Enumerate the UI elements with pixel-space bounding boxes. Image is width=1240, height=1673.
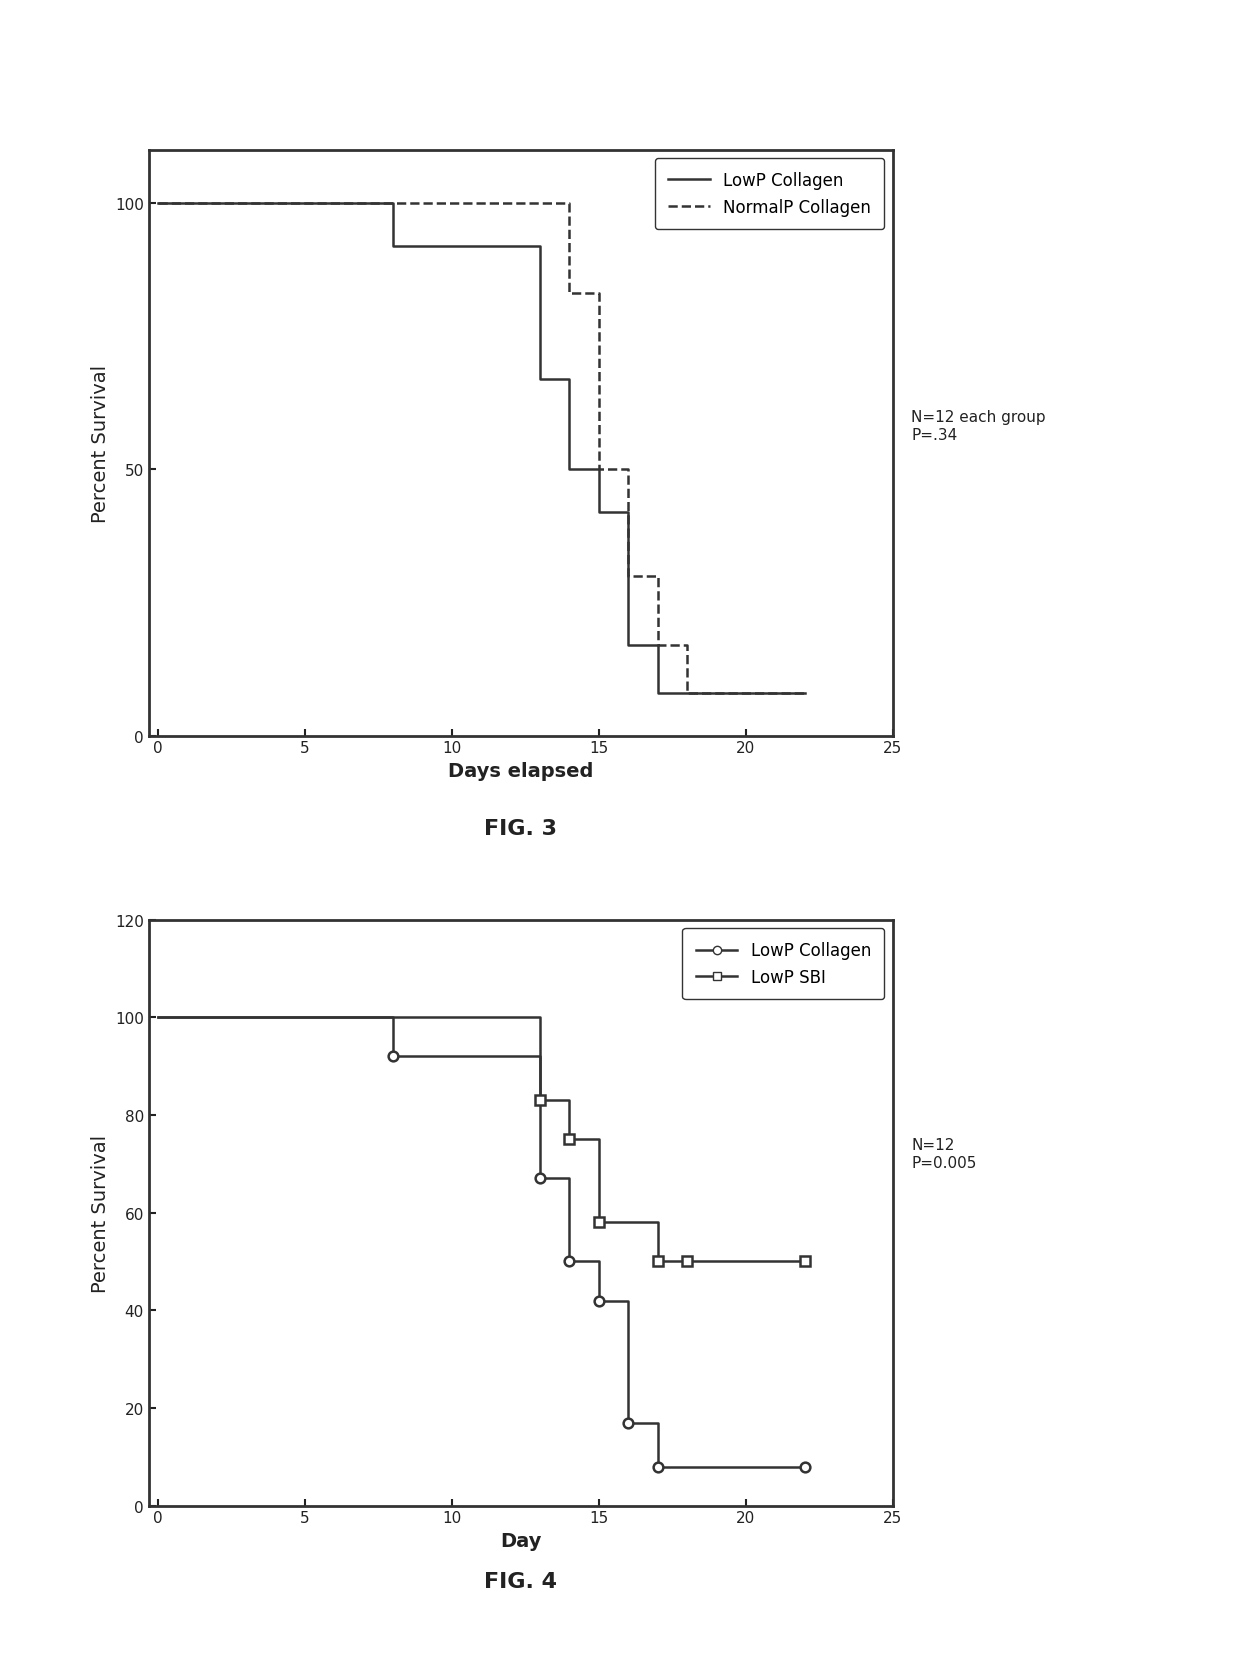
Text: FIG. 3: FIG. 3 [485,818,557,838]
Y-axis label: Percent Survival: Percent Survival [91,365,109,522]
X-axis label: Day: Day [500,1531,542,1551]
Legend: LowP Collagen, LowP SBI: LowP Collagen, LowP SBI [682,929,884,999]
X-axis label: Days elapsed: Days elapsed [448,761,594,781]
Y-axis label: Percent Survival: Percent Survival [91,1134,109,1292]
Text: N=12 each group
P=.34: N=12 each group P=.34 [911,410,1047,442]
Legend: LowP Collagen, NormalP Collagen: LowP Collagen, NormalP Collagen [655,159,884,229]
Text: N=12
P=0.005: N=12 P=0.005 [911,1138,977,1169]
Text: FIG. 4: FIG. 4 [485,1571,557,1591]
